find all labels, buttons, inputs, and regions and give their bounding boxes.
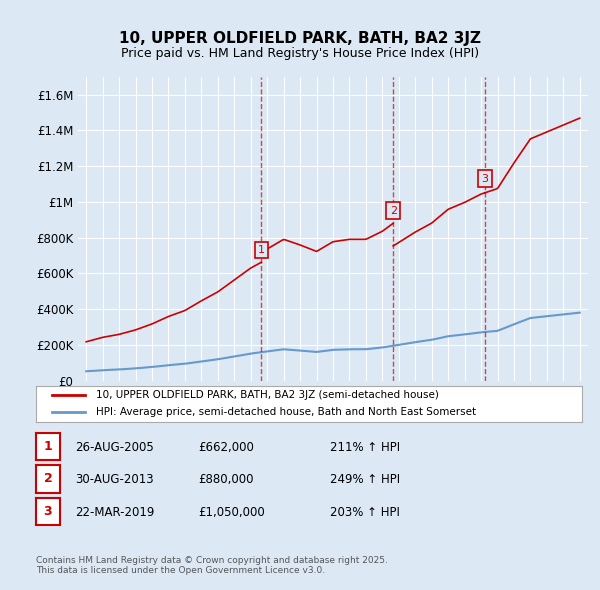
Text: 3: 3 (44, 505, 52, 518)
Text: 10, UPPER OLDFIELD PARK, BATH, BA2 3JZ (semi-detached house): 10, UPPER OLDFIELD PARK, BATH, BA2 3JZ (… (96, 391, 439, 400)
Text: HPI: Average price, semi-detached house, Bath and North East Somerset: HPI: Average price, semi-detached house,… (96, 407, 476, 417)
Text: 249% ↑ HPI: 249% ↑ HPI (330, 473, 400, 486)
Text: 10, UPPER OLDFIELD PARK, BATH, BA2 3JZ: 10, UPPER OLDFIELD PARK, BATH, BA2 3JZ (119, 31, 481, 46)
Text: 2: 2 (44, 473, 52, 486)
Text: 2: 2 (389, 206, 397, 216)
Text: 203% ↑ HPI: 203% ↑ HPI (330, 506, 400, 519)
Text: 26-AUG-2005: 26-AUG-2005 (75, 441, 154, 454)
Text: 1: 1 (44, 440, 52, 453)
Text: 1: 1 (258, 245, 265, 255)
Text: £662,000: £662,000 (198, 441, 254, 454)
Text: £1,050,000: £1,050,000 (198, 506, 265, 519)
Text: 3: 3 (481, 173, 488, 183)
Text: £880,000: £880,000 (198, 473, 254, 486)
Text: 22-MAR-2019: 22-MAR-2019 (75, 506, 154, 519)
Text: Contains HM Land Registry data © Crown copyright and database right 2025.
This d: Contains HM Land Registry data © Crown c… (36, 556, 388, 575)
Text: 30-AUG-2013: 30-AUG-2013 (75, 473, 154, 486)
Text: Price paid vs. HM Land Registry's House Price Index (HPI): Price paid vs. HM Land Registry's House … (121, 47, 479, 60)
Text: 211% ↑ HPI: 211% ↑ HPI (330, 441, 400, 454)
